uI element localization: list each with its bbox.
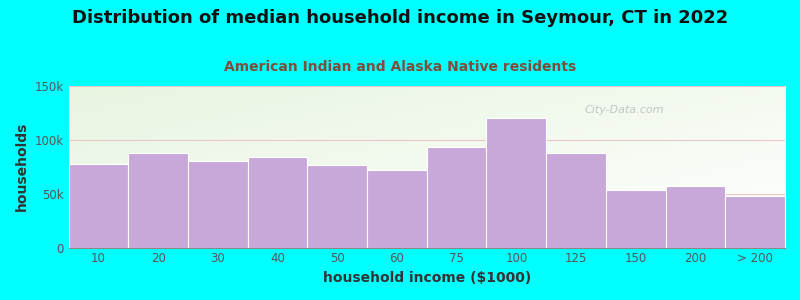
Bar — [606, 190, 666, 248]
Bar — [486, 118, 546, 248]
Bar — [367, 170, 426, 248]
X-axis label: household income ($1000): household income ($1000) — [322, 271, 531, 285]
Bar — [546, 153, 606, 247]
Text: Distribution of median household income in Seymour, CT in 2022: Distribution of median household income … — [72, 9, 728, 27]
Bar — [307, 165, 367, 248]
Bar — [69, 164, 128, 247]
Bar — [128, 153, 188, 247]
Bar — [666, 186, 726, 248]
Bar — [426, 147, 486, 248]
Text: City-Data.com: City-Data.com — [584, 105, 664, 115]
Bar — [188, 161, 248, 248]
Y-axis label: households: households — [15, 122, 29, 212]
Text: American Indian and Alaska Native residents: American Indian and Alaska Native reside… — [224, 60, 576, 74]
Bar — [248, 157, 307, 248]
Bar — [726, 196, 785, 248]
